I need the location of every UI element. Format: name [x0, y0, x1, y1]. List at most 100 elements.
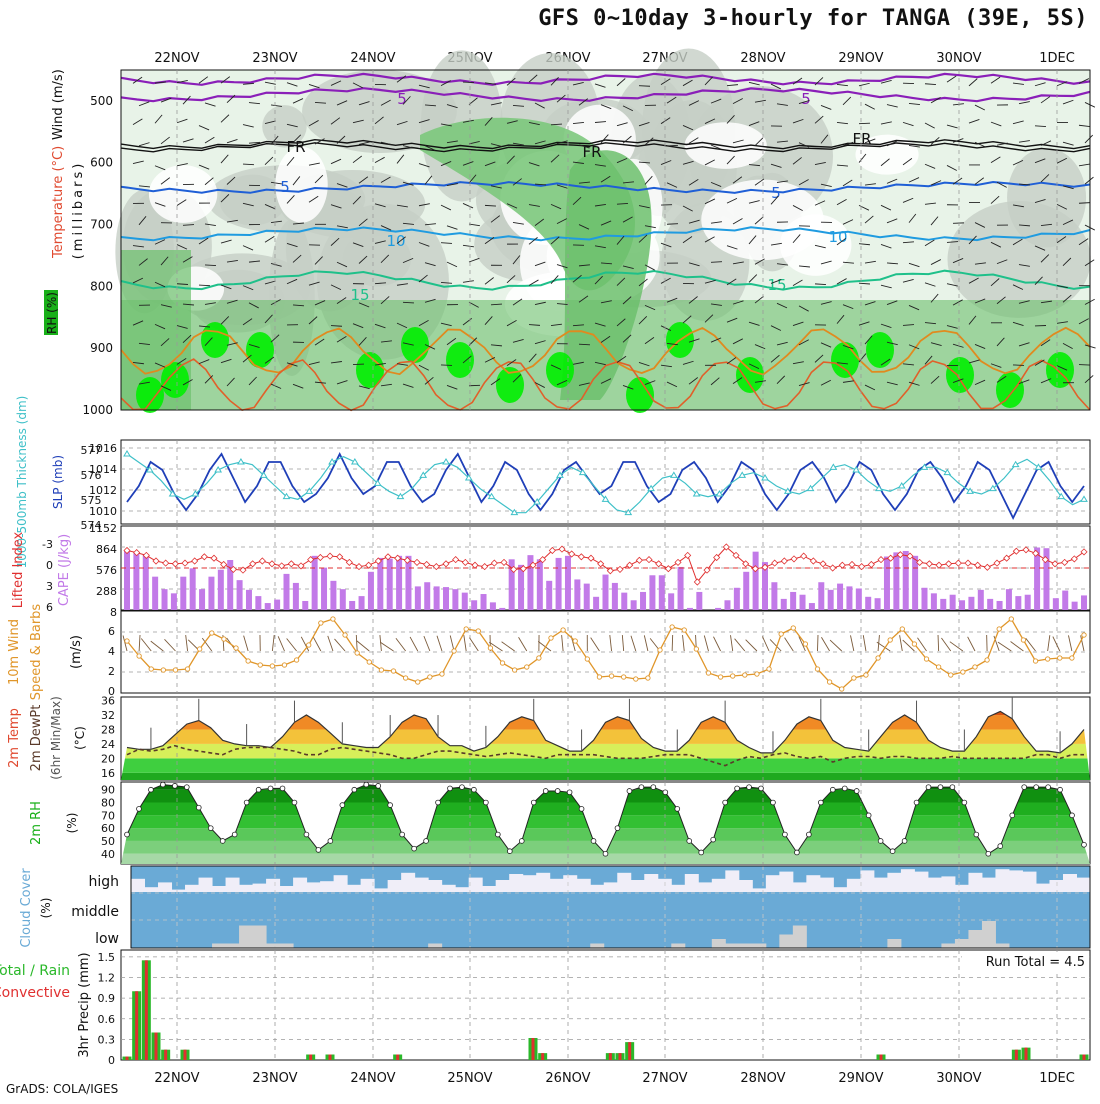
cape-bar	[565, 556, 571, 610]
time-label-top: 24NOV	[350, 51, 395, 66]
precip-bar-convective	[145, 960, 148, 1060]
cloud-high-bar	[928, 878, 942, 892]
wind-speed-marker	[985, 658, 989, 662]
cape-bar	[678, 567, 684, 610]
cape-bar	[743, 572, 749, 610]
rh-marker	[316, 848, 321, 853]
cape-bar	[659, 575, 665, 610]
cloud-high-bar	[725, 870, 739, 892]
ytick-cape: 864	[96, 543, 117, 556]
wind-barb	[667, 224, 678, 225]
cloud-high-bar	[874, 878, 888, 892]
cape-bar	[162, 589, 168, 610]
cloud-high-bar	[806, 875, 820, 892]
precip-bar-convective	[155, 1033, 158, 1061]
cloud-high-bar	[631, 880, 645, 892]
rh-marker	[711, 837, 716, 842]
cape-bar	[922, 588, 928, 610]
cape-bar	[612, 583, 618, 610]
rh-marker	[304, 832, 309, 837]
wind-speed-marker	[343, 633, 347, 637]
time-label-top: 22NOV	[154, 51, 199, 66]
wind-speed-marker	[743, 673, 747, 677]
cloud-low-bar	[941, 944, 955, 949]
cloud-high-bar	[280, 886, 294, 892]
cloud-high-bar	[1049, 880, 1063, 892]
temp-ylabel2: 2m DewPt	[29, 705, 44, 772]
cape-bar	[940, 599, 946, 610]
wind-speed-marker	[585, 657, 589, 661]
cape-bar	[631, 600, 637, 610]
cape-bar	[912, 556, 918, 610]
ytick-temp: 24	[101, 738, 115, 751]
wind-speed-marker	[488, 646, 492, 650]
cape-bar	[753, 552, 759, 610]
slp-ylabel2: SLP (mb)	[51, 455, 65, 509]
ytick-rh: 50	[101, 835, 115, 848]
precip-bar-convective	[1015, 1050, 1018, 1060]
rh-marker	[125, 832, 130, 837]
ytick-precip: 0	[108, 1054, 115, 1067]
wind-speed-marker	[476, 629, 480, 633]
wind-speed-marker	[840, 687, 844, 691]
cloud-high-bar	[1022, 872, 1036, 892]
wind-speed-marker	[634, 677, 638, 681]
wind-speed-marker	[125, 639, 129, 643]
cape-bar	[499, 608, 505, 610]
rh-marker	[460, 785, 465, 790]
wind-speed-marker	[428, 675, 432, 679]
rh-marker	[806, 832, 811, 837]
rh-marker	[543, 789, 548, 794]
wind-speed-marker	[730, 674, 734, 678]
contour-label: 15	[350, 286, 369, 304]
cloud-high-bar	[145, 887, 159, 892]
wind-barb	[859, 123, 870, 124]
cloud-high-bar	[590, 885, 604, 892]
label-temp-unit: (°C)	[73, 726, 87, 750]
rh-marker	[1070, 813, 1075, 818]
upper-air-ylabel-unit: (millibars)	[71, 161, 86, 260]
wind-speed-marker	[500, 661, 504, 665]
ytick-precip: 0.9	[98, 992, 116, 1005]
precip-frame	[121, 950, 1090, 1060]
wind-speed-marker	[621, 675, 625, 679]
ytick-li: -3	[42, 538, 53, 551]
cape-bar	[987, 599, 993, 610]
wind-speed-marker	[803, 642, 807, 646]
precip-bar-convective	[541, 1053, 544, 1060]
cape-bar	[293, 583, 299, 610]
cloud-high-bar	[496, 880, 510, 892]
wind-speed-marker	[355, 651, 359, 655]
rh-marker	[1046, 785, 1051, 790]
precip-bar-convective	[396, 1055, 399, 1061]
wind-barb	[711, 262, 722, 263]
contour-label: FR	[582, 143, 601, 161]
wind-barb	[205, 265, 216, 266]
cloud-high-bar	[239, 885, 253, 892]
rh-marker	[376, 783, 381, 788]
cape-bar	[143, 554, 149, 610]
rh-marker	[842, 786, 847, 791]
cloud-high-bar	[172, 890, 186, 892]
cape-bar	[649, 575, 655, 610]
temp-band	[121, 758, 1090, 772]
ytick-wind: 4	[108, 645, 115, 658]
wind-speed-marker	[973, 665, 977, 669]
cape-bar	[1062, 591, 1068, 610]
label-cloud-unit: (%)	[39, 898, 53, 919]
cloud-high-bar	[334, 875, 348, 892]
wind-barb	[667, 145, 678, 146]
cloud-low-bar	[968, 930, 982, 948]
cloud-level-middle: middle	[71, 904, 119, 920]
cloud-low-bar	[428, 944, 442, 949]
cloud-low-bar	[226, 944, 240, 949]
cape-bar	[696, 592, 702, 610]
wind-speed-marker	[767, 667, 771, 671]
label-temperature: Temperature (°C)	[51, 146, 66, 259]
precip-bar-convective	[1025, 1048, 1028, 1060]
